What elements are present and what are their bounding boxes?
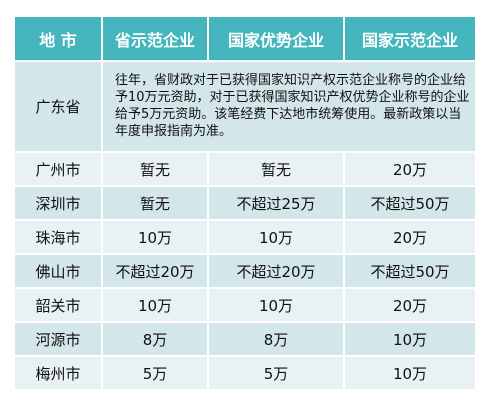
cell-provincial: 不超过20万 xyxy=(102,254,209,289)
cell-provincial: 5万 xyxy=(102,356,209,391)
cell-national-advantage: 10万 xyxy=(208,288,345,323)
cell-provincial: 暂无 xyxy=(102,152,209,187)
cell-city: 深圳市 xyxy=(15,186,103,221)
cell-national-demo: 20万 xyxy=(344,288,475,323)
cell-national-demo: 20万 xyxy=(344,220,475,255)
header-city: 地 市 xyxy=(15,17,103,62)
subsidy-table: 地 市 省示范企业 国家优势企业 国家示范企业 广东省 往年，省财政对于已获得国… xyxy=(15,17,475,391)
cell-national-advantage: 不超过25万 xyxy=(208,186,345,221)
cell-national-advantage: 暂无 xyxy=(208,152,345,187)
table-row: 佛山市 不超过20万 不超过20万 不超过50万 xyxy=(15,254,475,289)
table-row: 河源市 8万 8万 10万 xyxy=(15,322,475,357)
cell-city: 珠海市 xyxy=(15,220,103,255)
cell-city: 佛山市 xyxy=(15,254,103,289)
header-national-advantage: 国家优势企业 xyxy=(208,17,345,62)
cell-national-demo: 10万 xyxy=(344,356,475,391)
cell-provincial: 8万 xyxy=(102,322,209,357)
header-provincial-demo: 省示范企业 xyxy=(102,17,209,62)
cell-national-advantage: 8万 xyxy=(208,322,345,357)
cell-provincial: 10万 xyxy=(102,288,209,323)
table-header-row: 地 市 省示范企业 国家优势企业 国家示范企业 xyxy=(15,17,475,62)
table-row: 广州市 暂无 暂无 20万 xyxy=(15,152,475,187)
cell-national-demo: 20万 xyxy=(344,152,475,187)
cell-national-advantage: 5万 xyxy=(208,356,345,391)
table-row: 韶关市 10万 10万 20万 xyxy=(15,288,475,323)
table-row-guangdong: 广东省 往年，省财政对于已获得国家知识产权示范企业称号的企业给予10万元资助，对… xyxy=(15,61,475,153)
table-row: 深圳市 暂无 不超过25万 不超过50万 xyxy=(15,186,475,221)
cell-provincial: 10万 xyxy=(102,220,209,255)
cell-city: 梅州市 xyxy=(15,356,103,391)
cell-city: 广东省 xyxy=(15,61,103,153)
cell-city: 广州市 xyxy=(15,152,103,187)
cell-national-demo: 不超过50万 xyxy=(344,254,475,289)
cell-national-demo: 不超过50万 xyxy=(344,186,475,221)
cell-national-demo: 10万 xyxy=(344,322,475,357)
table-row: 珠海市 10万 10万 20万 xyxy=(15,220,475,255)
cell-provincial: 暂无 xyxy=(102,186,209,221)
cell-city: 河源市 xyxy=(15,322,103,357)
cell-policy-note: 往年，省财政对于已获得国家知识产权示范企业称号的企业给予10万元资助，对于已获得… xyxy=(102,61,475,153)
cell-national-advantage: 不超过20万 xyxy=(208,254,345,289)
table-row: 梅州市 5万 5万 10万 xyxy=(15,356,475,391)
cell-city: 韶关市 xyxy=(15,288,103,323)
cell-national-advantage: 10万 xyxy=(208,220,345,255)
header-national-demo: 国家示范企业 xyxy=(344,17,475,62)
